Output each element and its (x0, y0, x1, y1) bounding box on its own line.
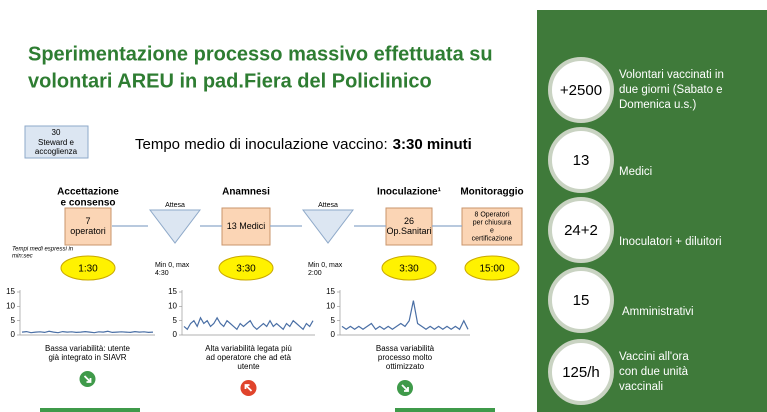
step-box-text: 8 Operatori (474, 211, 509, 218)
stat-label: Volontari vaccinati in (619, 69, 724, 81)
staff-count: 30 (52, 128, 61, 137)
step-header: Anamnesi (222, 187, 270, 198)
icon-arrow (401, 384, 409, 392)
sparkline (21, 330, 154, 334)
step-box-text: 7 (85, 216, 90, 226)
stat-value: 125/h (562, 364, 600, 381)
note: min:sec (12, 254, 33, 260)
y-tick-label: 10 (6, 301, 15, 310)
y-tick-label: 15 (6, 287, 15, 296)
step-box-text: 26 (404, 216, 414, 226)
time-badge (464, 255, 520, 281)
step-box (385, 207, 433, 246)
step-box (221, 207, 271, 246)
time-text: 3:30 (236, 264, 256, 275)
step-box-text: operatori (70, 226, 106, 236)
slide-title: Sperimentazione processo massivo effettu… (28, 43, 493, 65)
time-text: 15:00 (479, 264, 504, 275)
stat-circle (548, 197, 614, 263)
y-tick-label: 5 (11, 316, 16, 325)
icon-arrow (83, 375, 92, 383)
stat-label: Amministrativi (622, 306, 694, 318)
step-header: Accettazione (57, 187, 119, 198)
stat-label: Domenica u.s.) (619, 99, 697, 111)
staff-label: accoglienza (35, 147, 78, 156)
stat-value: 15 (573, 292, 590, 309)
stat-label: due giorni (Sabato e (619, 84, 723, 96)
stat-label: Inoculatori + diluitori (619, 236, 722, 248)
y-tick-label: 15 (326, 287, 335, 296)
stat-circle (548, 127, 614, 193)
icon-arrow (244, 384, 253, 392)
note: Tempi medi espressi in (12, 247, 74, 253)
y-tick-label: 10 (168, 301, 177, 310)
stat-value: 13 (573, 152, 590, 169)
y-tick-label: 5 (331, 316, 336, 325)
chart-caption: utente (237, 362, 260, 371)
chart-caption: ottimizzato (386, 362, 425, 371)
stat-circle (548, 267, 614, 333)
time-text: 3:30 (399, 264, 419, 275)
step-box-text: certificazione (472, 235, 513, 242)
stat-label: Vaccini all'ora (619, 351, 689, 363)
headline: Tempo medio di inoculazione vaccino: 3:30… (135, 136, 472, 153)
step-box (64, 207, 112, 246)
chart-caption: ad operatore che ad età (206, 353, 292, 362)
chart-caption: processo molto (378, 353, 433, 362)
step-header: e consenso (60, 198, 115, 209)
sparkline (341, 300, 469, 331)
time-text: 1:30 (78, 264, 98, 275)
time-badge (381, 255, 437, 281)
time-badge (218, 255, 274, 281)
step-box-text: 13 Medici (227, 221, 266, 231)
y-tick-label: 10 (326, 301, 335, 310)
stat-label: Medici (619, 166, 652, 178)
step-box (461, 207, 523, 246)
wait-label: Attesa (318, 202, 338, 209)
staff-box (24, 125, 89, 159)
chart-caption: Bassa variabilità: utente (45, 344, 130, 353)
time-badge (60, 255, 116, 281)
wait-triangle (301, 209, 355, 244)
stat-value: 24+2 (564, 222, 598, 239)
chart-caption: già integrato in SIAVR (48, 353, 126, 362)
stat-circle (548, 57, 614, 123)
staff-label: Steward e (38, 138, 75, 147)
stat-value: +2500 (560, 82, 602, 99)
y-tick-label: 0 (11, 330, 16, 339)
sparkline (183, 316, 314, 331)
stat-label: vaccinali (619, 381, 663, 393)
step-box-text: Op.Sanitari (386, 226, 431, 236)
wait-range: Min 0, max (308, 262, 343, 269)
footer-bar (40, 408, 140, 412)
wait-range: 4:30 (155, 270, 169, 277)
wait-range: Min 0, max (155, 262, 190, 269)
wait-label: Attesa (165, 202, 185, 209)
y-tick-label: 5 (173, 316, 178, 325)
wait-triangle (148, 209, 202, 244)
y-tick-label: 0 (173, 330, 178, 339)
step-header: Monitoraggio (460, 187, 523, 198)
footer-bar (395, 408, 495, 412)
y-tick-label: 0 (331, 330, 336, 339)
slide-title: volontari AREU in pad.Fiera del Policlin… (28, 70, 432, 92)
step-box-text: e (490, 227, 494, 234)
y-tick-label: 15 (168, 287, 177, 296)
chart-caption: Bassa variabilità (376, 344, 435, 353)
stat-circle (548, 339, 614, 405)
stat-label: con due unità (619, 366, 689, 378)
headline-emphasis: 3:30 minuti (393, 136, 472, 153)
step-box-text: per chiusura (473, 219, 512, 226)
headline-text: Tempo medio di inoculazione vaccino: (135, 136, 388, 153)
chart-caption: Alta variabilità legata più (205, 344, 292, 353)
wait-range: 2:00 (308, 270, 322, 277)
step-header: Inoculazione¹ (377, 187, 442, 198)
